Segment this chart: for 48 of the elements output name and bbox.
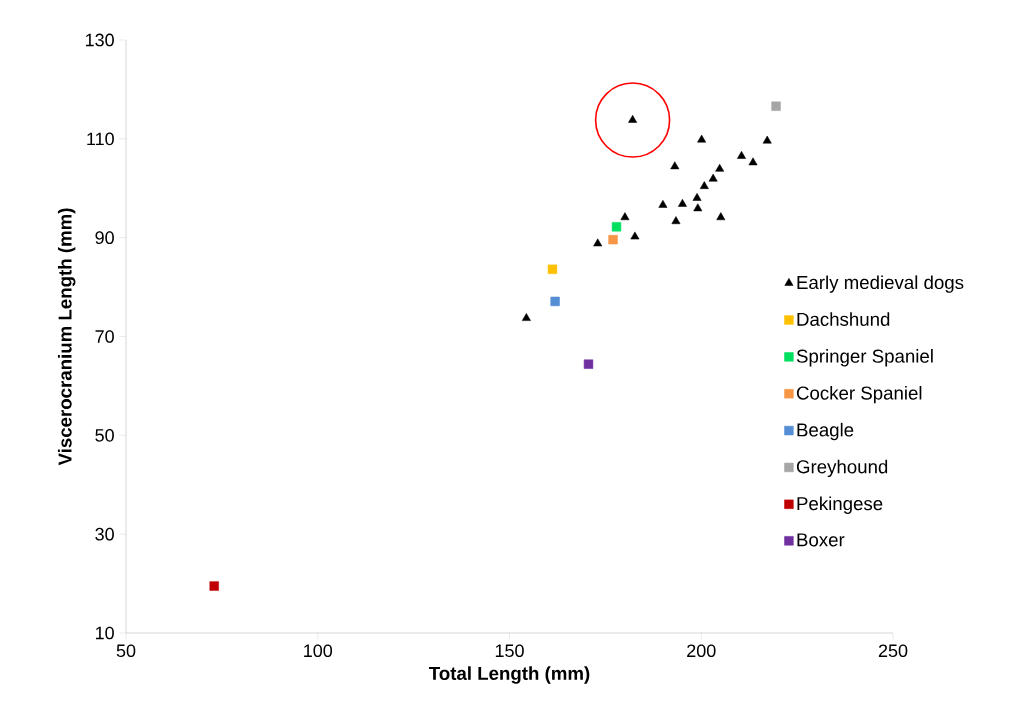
point (678, 198, 687, 207)
legend-label: Greyhound (796, 459, 888, 478)
point (771, 101, 781, 111)
x-tick-label: 150 (495, 644, 524, 658)
point (716, 212, 726, 221)
legend-label: Cocker Spaniel (796, 385, 922, 404)
point (630, 231, 640, 240)
point (671, 216, 681, 225)
y-tick-label: 30 (95, 527, 114, 541)
point (209, 581, 219, 591)
point (670, 161, 680, 170)
y-tick-label: 10 (95, 626, 114, 640)
y-tick-label: 50 (95, 428, 114, 442)
point (550, 296, 560, 307)
point (620, 212, 630, 221)
point (693, 203, 703, 212)
x-axis-title: Total Length (mm) (429, 666, 590, 684)
x-tick-label: 200 (687, 644, 716, 658)
point (547, 264, 558, 274)
x-tick-label: 100 (304, 644, 333, 658)
point (658, 199, 668, 208)
y-tick-label: 70 (95, 330, 114, 343)
point (593, 238, 603, 247)
legend-label: Early medieval dogs (797, 275, 964, 293)
legend-label: Boxer (797, 533, 845, 547)
point (708, 173, 718, 182)
point (699, 181, 709, 189)
y-tick-label: 90 (95, 231, 114, 245)
x-tick-label: 50 (116, 644, 136, 658)
y-axis-title: Viscerocranium Length (mm) (57, 208, 76, 466)
legend-label: Springer Spaniel (796, 349, 933, 367)
legend-label: Beagle (797, 422, 854, 441)
point (692, 193, 702, 201)
point (715, 163, 725, 172)
point (521, 313, 531, 321)
point (583, 359, 594, 369)
point (748, 157, 758, 166)
y-tick-label: 110 (87, 132, 114, 146)
point (628, 114, 638, 123)
point (608, 234, 618, 245)
legend-label: Pekingese (797, 496, 883, 514)
x-tick-label: 250 (878, 644, 908, 658)
point (697, 134, 707, 143)
point (737, 151, 746, 159)
y-tick-label: 130 (85, 33, 114, 47)
point (762, 135, 772, 144)
point (611, 222, 622, 232)
legend-label: Dachshund (797, 312, 890, 326)
